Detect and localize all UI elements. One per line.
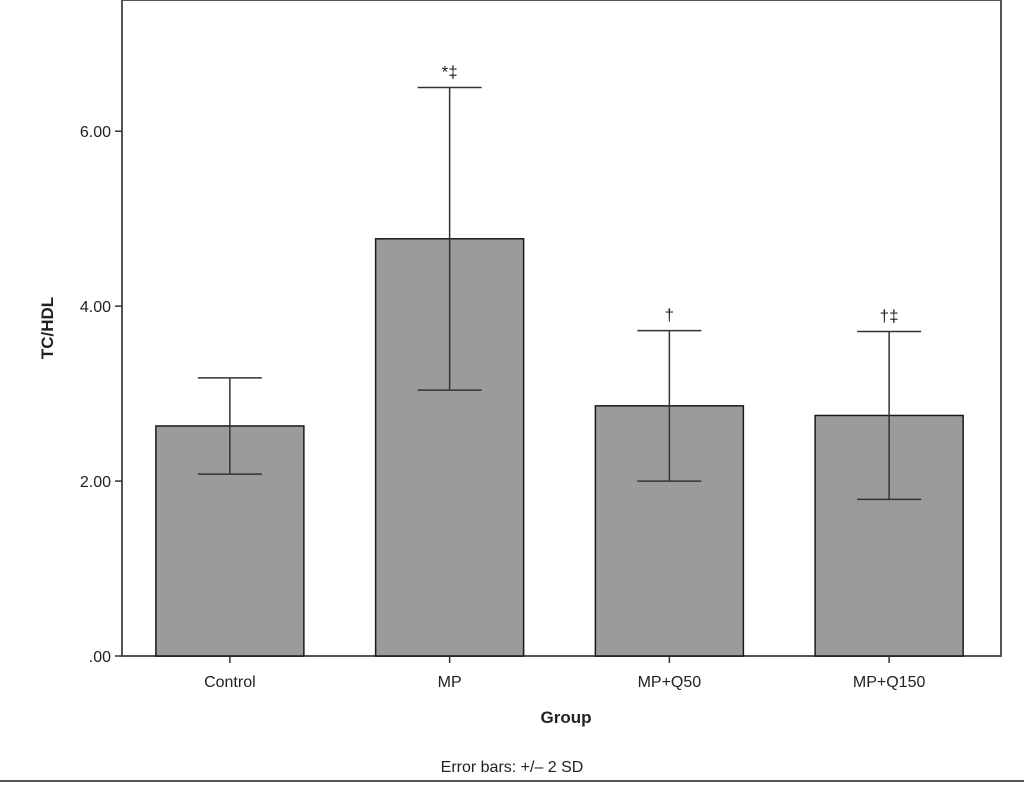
y-tick-label: 6.00 [80, 124, 111, 141]
y-axis-title: TC/HDL [38, 297, 57, 359]
x-tick-label: Control [204, 674, 256, 691]
y-tick-label: 2.00 [80, 474, 111, 491]
error-bar-footnote: Error bars: +/– 2 SD [441, 759, 584, 776]
significance-marker: *‡ [442, 62, 458, 81]
bars [155, 238, 964, 657]
x-axis-title: Group [541, 708, 592, 727]
x-tick-label: MP+Q50 [638, 674, 702, 691]
error-bars [197, 86, 922, 501]
x-tick-label: MP+Q150 [853, 674, 926, 691]
y-tick-label: 4.00 [80, 299, 111, 316]
y-tick-label: .00 [89, 649, 111, 666]
bar [374, 238, 525, 657]
y-axis: .00 2.00 4.00 6.00 [80, 124, 122, 666]
annotations: *‡ † †‡ [442, 62, 899, 325]
x-tick-label: MP [438, 674, 462, 691]
plot-frame [121, 0, 1002, 657]
significance-marker: † [665, 306, 674, 325]
significance-marker: †‡ [880, 306, 899, 325]
x-axis: Control MP MP+Q50 MP+Q150 [204, 656, 925, 691]
